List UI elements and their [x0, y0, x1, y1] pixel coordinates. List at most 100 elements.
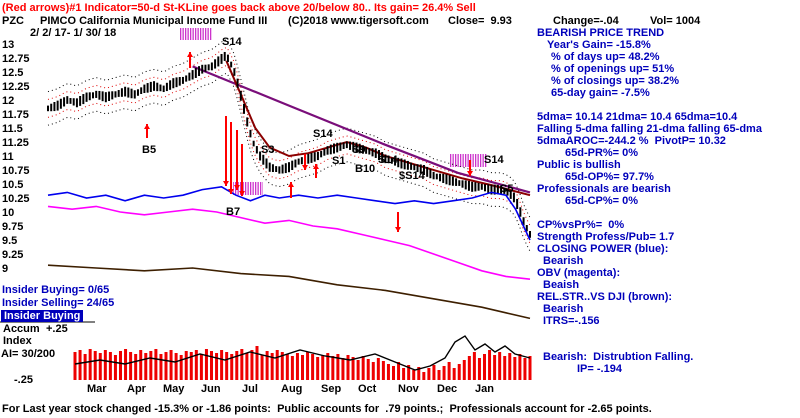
footer-summary: For Last year stock changed -15.3% or -1… — [2, 403, 652, 415]
price-axis-label: 9.75 — [2, 221, 23, 233]
stats-line: Beaish — [543, 279, 580, 291]
price-axis-label: 13 — [2, 39, 14, 51]
stats-line: Bearish — [543, 255, 584, 267]
ticker-symbol: PZC — [2, 15, 24, 27]
hatch-region — [449, 154, 487, 167]
price-axis-label: 12.25 — [2, 81, 30, 93]
stats-line: 5dma= 10.14 21dma= 10.4 65dma=10.4 — [537, 111, 738, 123]
stats-line: REL.STR..VS DJI (brown): — [537, 291, 673, 303]
stats-line: 65d-OP%= 97.7% — [565, 171, 654, 183]
signal-annotation: S14 — [484, 154, 504, 166]
obv-line — [47, 205, 531, 280]
stats-line: % of openings up= 51% — [551, 63, 675, 75]
stats-line — [537, 327, 799, 339]
insider-buying-stat: Insider Buying= 0/65 — [2, 284, 110, 296]
trend-line — [225, 60, 531, 197]
signal-annotation: S5 — [500, 183, 513, 195]
accum-plus-label: +.25 — [46, 323, 68, 335]
stats-line: BEARISH PRICE TREND — [537, 27, 665, 39]
stats-line: OBV (magenta): — [537, 267, 621, 279]
month-axis-label: Aug — [281, 383, 302, 395]
stats-line: Falling 5-dma falling 21-dma falling 65-… — [537, 123, 762, 135]
price-axis-label: 11.75 — [2, 109, 29, 121]
insider-selling-stat: Insider Selling= 24/65 — [2, 297, 115, 309]
copyright-text: (C)2018 www.tigersoft.com — [288, 15, 429, 27]
signal-annotation: B5 — [142, 144, 156, 156]
date-range: 2/ 2/ 17- 1/ 30/ 18 — [30, 27, 117, 39]
stats-line: IP= -.194 — [577, 363, 622, 375]
stats-line: 65d-PR%= 0% — [565, 147, 639, 159]
price-axis-label: 11.5 — [2, 123, 23, 135]
stats-line: 65d-CP%= 0% — [565, 195, 639, 207]
close-value: Close= 9.93 — [448, 15, 512, 27]
stats-line: CLOSING POWER (blue): — [537, 243, 669, 255]
signal-annotation: S14 — [378, 154, 398, 166]
stats-line — [537, 207, 799, 219]
stats-line: Bearish: Distrubtion Falling. — [543, 351, 694, 363]
stats-line: CP%vsPr%= 0% — [537, 219, 625, 231]
stats-line — [537, 339, 799, 351]
stats-line: Bearish — [543, 303, 584, 315]
accum-minus-label: -.25 — [14, 374, 33, 386]
band-line — [47, 39, 531, 218]
price-axis-label: 12.75 — [2, 53, 30, 65]
month-axis-label: Jul — [242, 383, 258, 395]
downtrend-line — [192, 65, 531, 194]
stats-line: Public is bullish — [537, 159, 621, 171]
signal-annotation: B7 — [226, 206, 240, 218]
price-axis-label: 11.25 — [2, 137, 29, 149]
price-axis-label: 10 — [2, 207, 14, 219]
fund-title: PIMCO California Municipal Income Fund I… — [40, 15, 268, 27]
signal-annotation: S14 — [313, 128, 333, 140]
month-axis-label: Oct — [358, 383, 377, 395]
stats-line — [537, 99, 799, 111]
stats-line: Professionals are bearish — [537, 183, 671, 195]
price-axis-label: 9 — [2, 263, 8, 275]
ai-index-line — [74, 335, 531, 371]
month-axis-label: May — [163, 383, 185, 395]
stats-panel: BEARISH PRICE TREND Year's Gain= -15.8%% … — [537, 27, 799, 375]
price-axis-label: 10.75 — [2, 165, 30, 177]
month-axis-label: Dec — [437, 383, 457, 395]
signal-annotation: S14 — [222, 36, 242, 48]
month-axis-label: Sep — [321, 383, 341, 395]
month-axis-label: Jan — [475, 383, 494, 395]
price-axis-label: 12.5 — [2, 67, 23, 79]
month-axis-label: Apr — [127, 383, 147, 395]
month-axis-label: Nov — [398, 383, 420, 395]
stats-line: ITRS=-.156 — [543, 315, 600, 327]
volume-value: Vol= 1004 — [650, 15, 701, 27]
signal-annotation: B10 — [355, 163, 375, 175]
rel-str-dji-line — [47, 264, 531, 320]
index-label: Index — [3, 335, 32, 347]
signal-annotation: S9 — [352, 144, 365, 156]
signal-annotation: $S14 — [399, 170, 426, 182]
price-axis-label: 12 — [2, 95, 14, 107]
closing-power-line — [47, 185, 531, 241]
signal-annotation: S3 — [261, 144, 274, 156]
stats-line: % of closings up= 38.2% — [551, 75, 680, 87]
month-axis-label: Mar — [87, 383, 107, 395]
price-axis-label: 11 — [2, 151, 14, 163]
change-value: Change=-.04 — [553, 15, 619, 27]
insider-buying-highlight: Insider Buying — [1, 310, 84, 322]
stats-line: 5dmaAROC=-244.2 % PivotP= 10.32 — [537, 135, 726, 147]
month-axis-label: Jun — [201, 383, 221, 395]
accum-label: Accum — [3, 323, 40, 335]
stats-line: 65-day gain= -7.5% — [551, 87, 650, 99]
price-axis-label: 10.25 — [2, 193, 30, 205]
hatch-region — [180, 28, 212, 40]
signal-arrows — [144, 52, 473, 232]
signal-headline: (Red arrows)#1 Indicator=50-d St-KLine g… — [2, 2, 476, 14]
signal-annotation: S1 — [332, 155, 345, 167]
price-axis-label: 9.25 — [2, 249, 23, 261]
ai-ratio-label: AI= 30/200 — [1, 348, 56, 360]
price-axis-label: 10.5 — [2, 179, 23, 191]
price-bars — [47, 51, 531, 238]
stats-line: Year's Gain= -15.8% — [547, 39, 651, 51]
stats-line: % of days up= 48.2% — [551, 51, 660, 63]
price-axis-label: 9.5 — [2, 235, 17, 247]
stats-line: Strength Profess/Pub= 1.7 — [537, 231, 675, 243]
